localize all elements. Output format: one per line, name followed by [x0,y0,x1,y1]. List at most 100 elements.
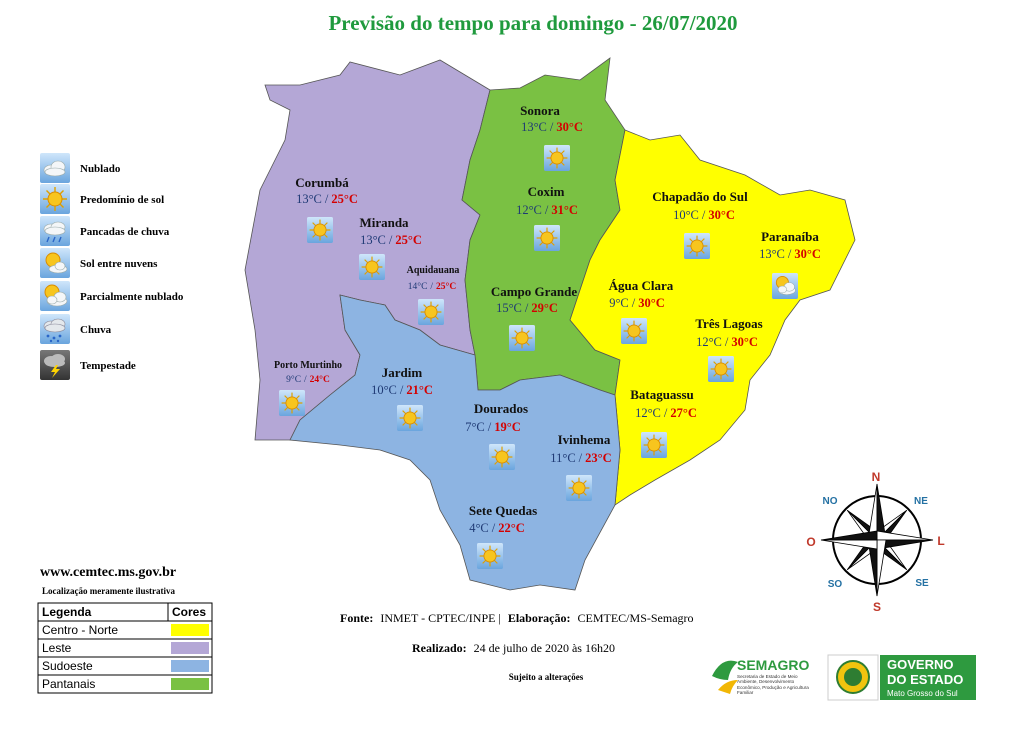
temp-min: 10°C [371,383,397,397]
temp-min: 13°C [296,192,322,206]
city-name: Bataguassu [630,387,694,402]
temp-max: 30°C [731,335,758,349]
weather-icon [397,405,423,431]
temp-separator: / [525,301,529,315]
gov-line1: GOVERNO [887,657,953,672]
temp-min: 13°C [521,120,547,134]
city-temperature: 12°C/30°C [696,335,758,349]
temp-min: 4°C [469,521,489,535]
temp-min: 7°C [465,420,485,434]
weather-icon [509,325,535,351]
temp-max: 30°C [638,296,665,310]
city-temperature: 12°C/27°C [635,406,697,420]
city-name: Aquidauana [407,265,460,276]
legend-row-label: Centro - Norte [42,623,118,637]
compass-label: O [806,535,815,549]
temp-separator: / [400,383,404,397]
legend-label: Sol entre nuvens [80,258,158,270]
compass-label: N [872,470,881,484]
weather-icon [621,318,647,344]
city-temperature: 13°C/25°C [360,233,422,247]
city-temperature: 4°C/22°C [469,521,525,535]
compass-label: S [873,600,881,614]
temp-min: 13°C [360,233,386,247]
cities: Sonora13°C/30°CCoxim12°C/31°CCorumbá13°C… [274,103,821,569]
title: Previsão do tempo para domingo - 26/07/2… [328,11,737,35]
temp-max: 21°C [406,383,433,397]
legend-label: Parcialmente nublado [80,291,184,303]
gov-line2: DO ESTADO [887,672,963,687]
temp-separator: / [389,233,393,247]
legend-icon [40,184,70,214]
semagro-sub: Secretaria de Estado de Meio Ambiente, D… [737,674,809,696]
compass-label: NE [914,496,928,507]
weather-icon [534,225,560,251]
city-name: Sete Quedas [469,503,537,518]
legend-icon [40,281,70,311]
weather-icon [544,145,570,171]
city-temperature: 9°C/30°C [609,296,665,310]
semagro-sub-box: Secretaria de Estado de Meio Ambiente, D… [737,674,809,696]
temp-min: 9°C [286,374,301,385]
temp-separator: / [550,120,554,134]
temp-min: 9°C [609,296,629,310]
region-sudoeste [289,294,621,591]
city-temperature: 10°C/21°C [371,383,433,397]
temp-max: 24°C [310,374,330,385]
temp-separator: / [664,406,668,420]
city-temperature: 14°C/25°C [408,281,457,292]
legend-icon [40,248,70,278]
compass-label: NO [823,496,838,507]
temp-max: 19°C [494,420,521,434]
legend-icon [40,314,70,344]
temp-separator: / [545,203,549,217]
compass-label: SO [828,579,843,590]
legend-label: Predomínio de sol [80,194,164,206]
city-temperature: 11°C /23°C [550,451,611,465]
weather-icon [708,356,734,382]
temp-min: 10°C [673,208,699,222]
temp-min: 14°C [408,281,428,292]
legend-swatch [171,642,209,654]
city-name: Três Lagoas [695,316,762,331]
legend-label: Chuva [80,324,112,336]
city-temperature: 12°C/31°C [516,203,578,217]
city-name: Corumbá [295,175,349,190]
city-name: Miranda [359,215,409,230]
semagro-logo: SEMAGRO Secretaria de Estado de Meio Amb… [712,657,809,696]
weather-icon [641,432,667,458]
temp-separator: / [725,335,729,349]
temp-max: 25°C [436,281,456,292]
legend-icon [40,216,70,246]
temp-min: 12°C [516,203,542,217]
temp-min: 12°C [635,406,661,420]
temp-separator: / [632,296,636,310]
city-name: Dourados [474,401,528,416]
temp-separator: / [788,247,792,261]
city-name: Campo Grande [491,284,578,299]
weather-icon [772,273,798,299]
city-name: Ivinhema [558,432,611,447]
weather-icon [418,299,444,325]
city-temperature: 15°C/29°C [496,301,558,315]
weather-icon [279,390,305,416]
temp-max: 25°C [331,192,358,206]
legend-label: Nublado [80,163,121,175]
credit-text: CEMTEC/MS-Semagro [578,611,694,625]
legend-swatch [171,678,209,690]
temp-separator: / [702,208,706,222]
region-legend: Legenda Cores Centro - Norte Leste Sudoeste P… [37,602,213,694]
credit-label: Elaboração: [508,611,571,625]
city-name: Água Clara [609,278,674,293]
legend-row [37,674,213,694]
city-temperature: 10°C/30°C [673,208,735,222]
temp-max: 23°C [585,451,612,465]
disclaimer: Sujeito a alterações [509,672,584,682]
legend-icon [40,153,70,183]
temp-min: 11°C [550,451,575,465]
weather-icon [489,444,515,470]
temp-min: 13°C [759,247,785,261]
legend-label: Pancadas de chuva [80,226,170,238]
legend-header: Cores [172,605,206,619]
legend-row-label: Leste [42,641,72,655]
